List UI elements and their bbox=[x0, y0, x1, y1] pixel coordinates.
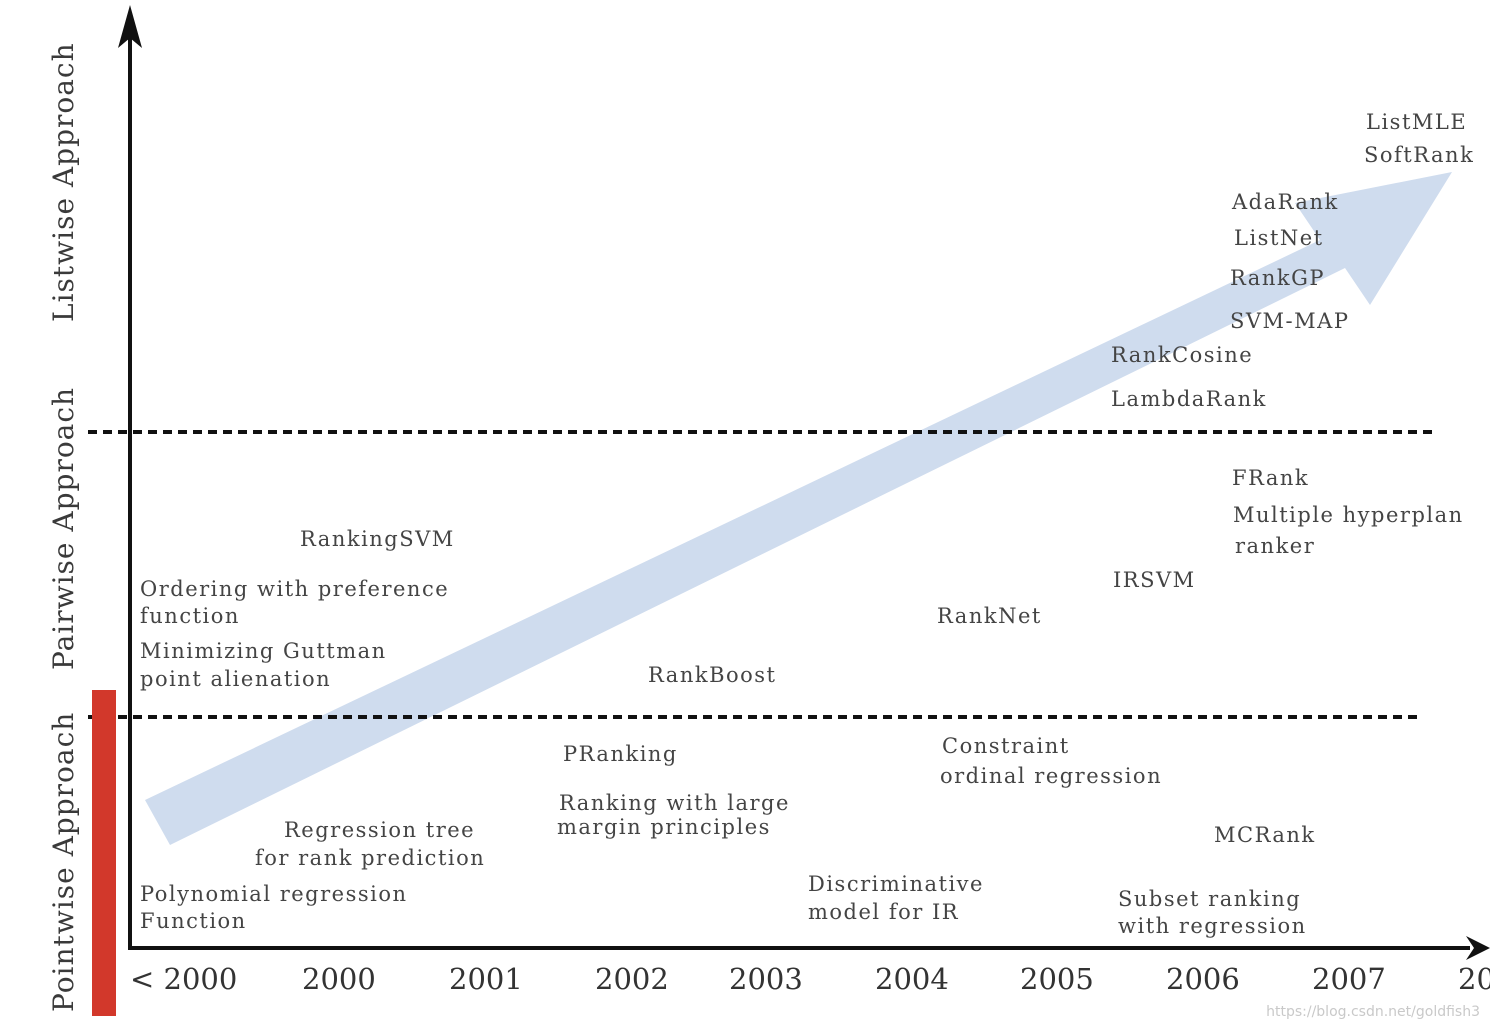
year-label: 2003 bbox=[729, 962, 803, 996]
method-large-margin-line2: margin principles bbox=[557, 815, 771, 839]
method-regression-tree-line2: for rank prediction bbox=[255, 846, 486, 870]
method-frank: FRank bbox=[1232, 466, 1310, 490]
method-irsvm: IRSVM bbox=[1113, 568, 1196, 592]
year-label: 2005 bbox=[1020, 962, 1094, 996]
method-pranking: PRanking bbox=[563, 742, 678, 766]
pointwise-highlight-bar bbox=[92, 690, 116, 1016]
y-axis-arrowhead bbox=[118, 5, 142, 48]
year-label: 2001 bbox=[449, 962, 523, 996]
method-guttman-line1: Minimizing Guttman bbox=[140, 639, 387, 663]
x-axis-arrowhead bbox=[1466, 936, 1490, 960]
method-multiple-hyperplane-line2: ranker bbox=[1235, 534, 1316, 558]
method-listmle: ListMLE bbox=[1366, 110, 1468, 134]
year-label: < 2000 bbox=[130, 962, 238, 996]
method-discriminative-line1: Discriminative bbox=[808, 872, 984, 896]
method-ranknet: RankNet bbox=[937, 604, 1042, 628]
method-constraint-line1: Constraint bbox=[942, 734, 1070, 758]
method-ordering-line2: function bbox=[140, 604, 240, 628]
year-label: 20 bbox=[1458, 962, 1490, 996]
method-svm-map: SVM-MAP bbox=[1230, 309, 1350, 333]
method-polynomial-line2: Function bbox=[140, 909, 247, 933]
method-guttman-line2: point alienation bbox=[140, 667, 332, 691]
year-label: 2002 bbox=[595, 962, 669, 996]
method-discriminative-line2: model for IR bbox=[808, 900, 960, 924]
progress-arrow bbox=[145, 172, 1452, 845]
method-large-margin-line1: Ranking with large bbox=[559, 791, 790, 815]
method-lambdarank: LambdaRank bbox=[1111, 387, 1267, 411]
method-constraint-line2: ordinal regression bbox=[940, 764, 1163, 788]
method-softrank: SoftRank bbox=[1364, 143, 1475, 167]
pointwise-approach-label: Pointwise Approach bbox=[47, 711, 80, 1012]
method-listnet: ListNet bbox=[1234, 226, 1324, 250]
watermark: https://blog.csdn.net/goldfish3 bbox=[1266, 1004, 1480, 1020]
method-ordering-line1: Ordering with preference bbox=[140, 577, 450, 601]
method-rankgp: RankGP bbox=[1230, 266, 1325, 290]
method-mcrank: MCRank bbox=[1214, 823, 1316, 847]
method-subset-ranking-line2: with regression bbox=[1118, 914, 1307, 938]
year-label: 2007 bbox=[1312, 962, 1386, 996]
method-polynomial-line1: Polynomial regression bbox=[140, 882, 408, 906]
method-rankingsvm: RankingSVM bbox=[300, 527, 455, 551]
year-label: 2004 bbox=[875, 962, 949, 996]
method-regression-tree-line1: Regression tree bbox=[284, 818, 476, 842]
year-label: 2006 bbox=[1166, 962, 1240, 996]
method-subset-ranking-line1: Subset ranking bbox=[1118, 887, 1302, 911]
method-rankboost: RankBoost bbox=[648, 663, 777, 687]
method-rankcosine: RankCosine bbox=[1111, 343, 1254, 367]
listwise-approach-label: Listwise Approach bbox=[47, 42, 80, 322]
year-label: 2000 bbox=[302, 962, 376, 996]
method-multiple-hyperplane-line1: Multiple hyperplan bbox=[1233, 503, 1464, 527]
method-adarank: AdaRank bbox=[1232, 190, 1339, 214]
pairwise-approach-label: Pairwise Approach bbox=[47, 386, 80, 670]
